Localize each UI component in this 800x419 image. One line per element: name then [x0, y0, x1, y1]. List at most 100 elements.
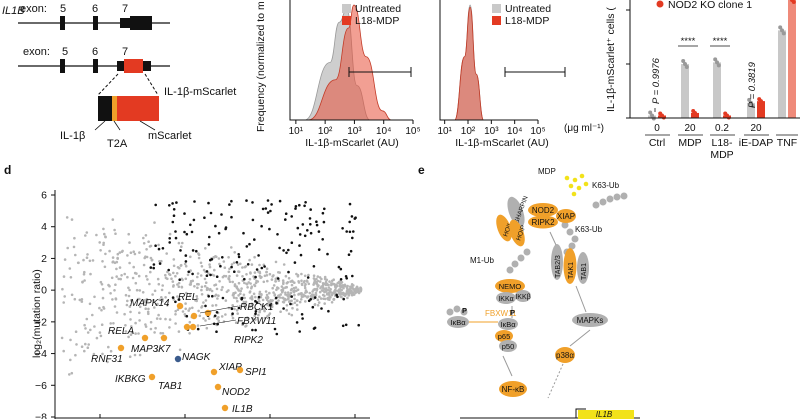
d-bg-point: [318, 280, 322, 283]
d-sig-up-point: [217, 231, 221, 235]
d-sig-down-point: [344, 323, 348, 327]
d-sig-up-point: [322, 220, 326, 224]
d-bg-point: [144, 234, 148, 237]
d-sig-down-point: [301, 317, 304, 320]
d-bg-point: [355, 286, 359, 289]
c-bar-wt-4: [778, 30, 786, 118]
d-bg-point: [98, 241, 101, 244]
d-bg-point: [303, 279, 306, 283]
d-bg-point: [338, 292, 341, 295]
d-bg-point: [277, 294, 280, 298]
d-bg-point: [129, 251, 133, 254]
d-bg-point: [296, 299, 299, 303]
d-bg-point: [282, 263, 286, 266]
c-pt-wt-1-2: [684, 65, 689, 70]
leader-t2a: [113, 120, 121, 131]
d-bg-point: [224, 299, 228, 302]
d-bg-point: [137, 332, 140, 335]
exon-7b-top: [130, 16, 152, 30]
d-bg-point: [266, 296, 270, 300]
d-bg-point: [86, 346, 90, 350]
d-bg-point: [180, 285, 184, 289]
d-bg-point: [176, 308, 180, 312]
d-bg-point: [168, 291, 171, 295]
c-stat-l18: ****: [713, 36, 728, 47]
part-il1b: IL-1β: [60, 130, 85, 142]
d-bg-point: [197, 309, 200, 313]
d-sig-down-point: [241, 322, 245, 325]
d-sig-up-point: [290, 241, 294, 244]
d-sig-up-point: [270, 203, 273, 206]
d-bg-point: [195, 297, 199, 301]
d-bg-point: [120, 274, 123, 277]
c-conc-unit: (μg ml⁻¹): [564, 123, 604, 134]
e-tab23: TAB2/3: [555, 255, 562, 278]
d-sig-up-point: [183, 230, 186, 234]
d-bg-point: [146, 278, 149, 281]
d-sig-down-point: [215, 311, 219, 314]
d-bg-point: [123, 312, 126, 316]
e-tab23-shape: [551, 244, 563, 280]
leader-il1b: [94, 120, 106, 131]
d-bg-point: [240, 287, 243, 290]
d-bg-point: [101, 296, 105, 300]
b2-l18mdp-hist: [454, 6, 484, 120]
e-arrow-nfkb: [502, 355, 513, 377]
d-sig-up-point: [298, 203, 301, 207]
d-bg-point: [128, 241, 131, 244]
d-bg-point: [278, 296, 282, 299]
d-bg-point: [154, 326, 157, 330]
d-bg-point: [193, 285, 196, 288]
d-bg-point: [268, 272, 272, 276]
d-point-rbck1: [189, 323, 197, 331]
d-bg-point: [138, 251, 141, 254]
e-fbxw11: FBXW11: [485, 309, 517, 318]
d-sig-down-point: [275, 301, 278, 305]
d-sig-up-point: [152, 266, 155, 270]
d-bg-point: [149, 320, 153, 324]
d-bg-point: [296, 308, 299, 311]
d-bg-point: [146, 310, 150, 314]
d-bg-point: [276, 286, 279, 289]
d-bg-point: [196, 272, 200, 275]
d-bg-point: [233, 283, 237, 286]
d-bg-point: [66, 246, 69, 250]
d-bg-point: [111, 218, 115, 221]
d-sig-up-point: [326, 252, 329, 256]
d-bg-point: [259, 295, 263, 299]
e-ripk2: RIPK2: [531, 218, 555, 227]
c-pt-ko-0-2: [661, 115, 666, 120]
d-sig-up-point: [255, 268, 259, 271]
e-label: e: [418, 163, 425, 177]
e-arrow-mapks-p38: [569, 329, 591, 347]
d-bg-point: [69, 358, 72, 362]
b1-legend-l18: L18-MDP: [355, 15, 399, 27]
d-sig-up-point: [149, 266, 153, 269]
d-bg-point: [293, 281, 296, 285]
d-bg-point: [128, 261, 131, 265]
b1-xtick-label-1: 10²: [318, 126, 333, 137]
d-bg-point: [166, 304, 169, 307]
d-bg-point: [204, 299, 208, 302]
d-point-xiap: [210, 368, 218, 376]
d-bg-point: [290, 279, 294, 283]
d-bg-point: [113, 228, 116, 232]
d-bg-point: [215, 255, 218, 259]
d-bg-point: [155, 317, 159, 320]
d-bg-point: [188, 332, 191, 335]
d-bg-point: [244, 300, 248, 304]
d-bg-point: [74, 253, 77, 257]
d-bg-point: [183, 313, 187, 316]
d-bg-point: [214, 303, 218, 307]
exon-bottom-5: 5: [62, 46, 68, 58]
d-bg-point: [265, 267, 269, 271]
d-bg-point: [274, 277, 278, 281]
d-sig-up-point: [207, 201, 210, 205]
d-sig-down-point: [341, 324, 345, 328]
d-sig-up-point: [205, 274, 209, 278]
d-sig-up-point: [260, 224, 263, 228]
c-stat-mdp: ****: [681, 36, 696, 47]
d-bg-point: [228, 267, 231, 271]
construct-il1b: [98, 96, 112, 121]
